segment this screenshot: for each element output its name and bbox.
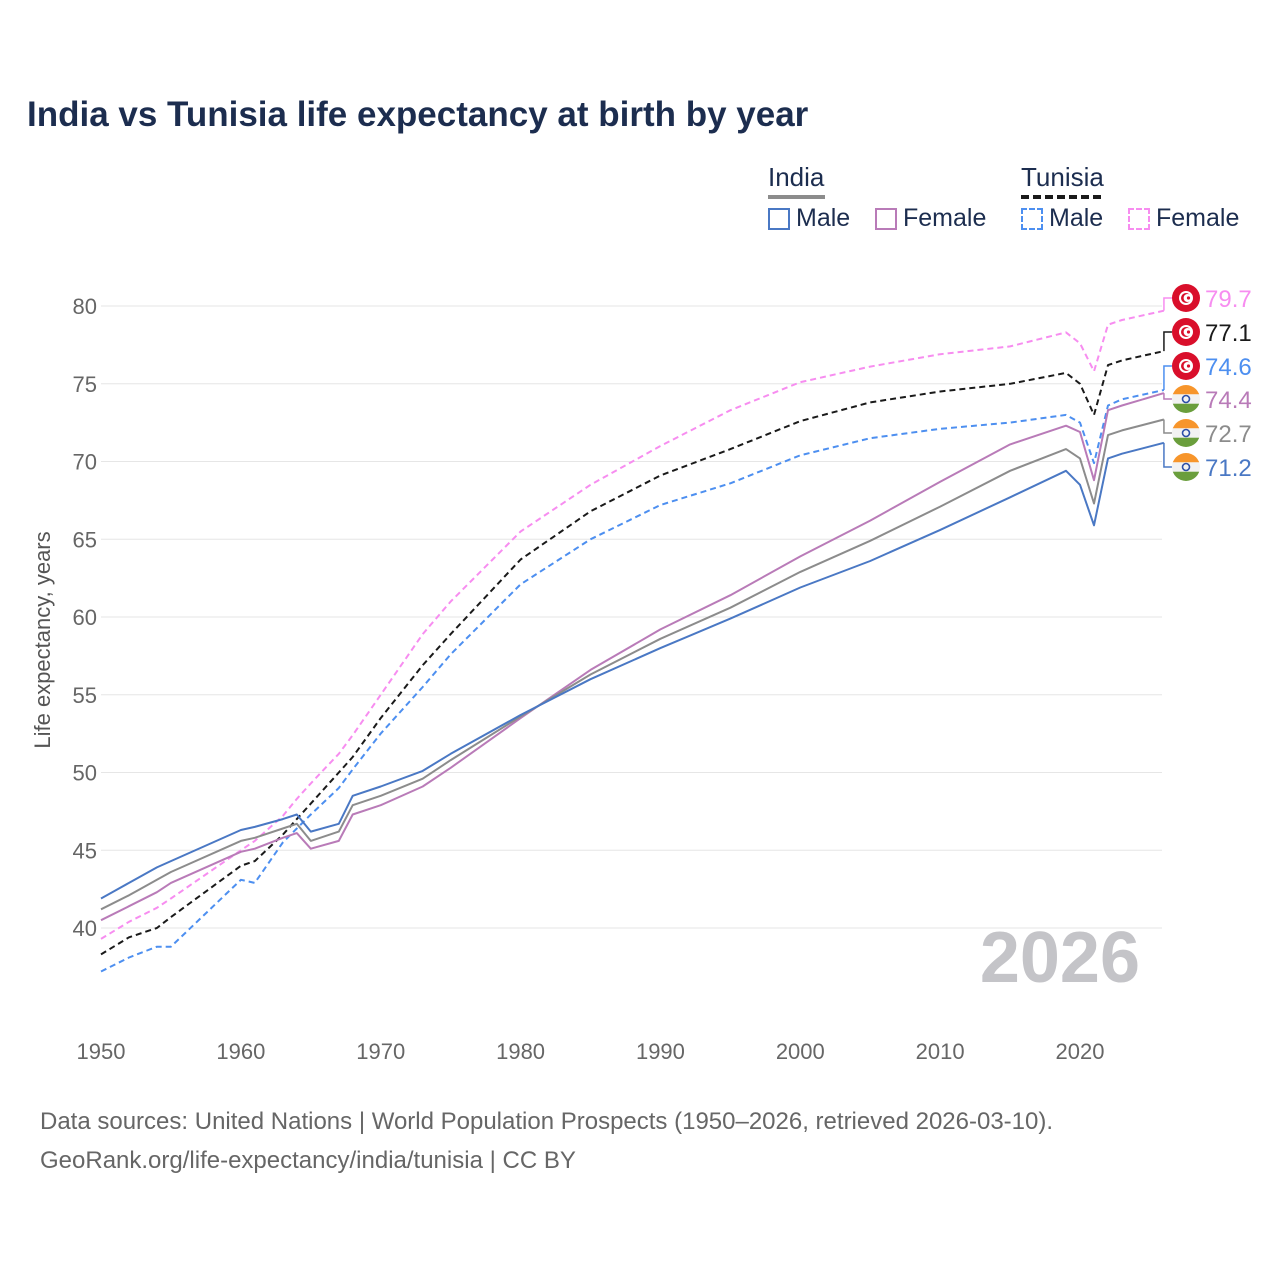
series-line-tunisia-female[interactable] bbox=[100, 309, 1165, 940]
legend-india-label: India bbox=[768, 162, 825, 192]
y-tick-label: 75 bbox=[73, 372, 97, 397]
tunisia-flag-icon bbox=[1172, 352, 1200, 380]
y-tick-label: 40 bbox=[73, 916, 97, 941]
footer-sources: Data sources: United Nations | World Pop… bbox=[40, 1108, 1054, 1135]
end-value-label: 77.1 bbox=[1205, 320, 1252, 347]
end-value-label: 72.7 bbox=[1205, 421, 1252, 448]
x-tick-label: 2020 bbox=[1056, 1039, 1105, 1064]
legend-label: Male bbox=[1049, 204, 1104, 232]
x-tick-label: 1960 bbox=[216, 1039, 265, 1064]
label-connector bbox=[1163, 297, 1172, 311]
x-tick-label: 1950 bbox=[77, 1039, 126, 1064]
end-value-label: 74.4 bbox=[1205, 387, 1252, 414]
y-tick-label: 55 bbox=[73, 683, 97, 708]
label-connector bbox=[1163, 393, 1172, 400]
legend-india-line bbox=[768, 195, 825, 199]
legend-india-male[interactable]: Male bbox=[768, 204, 850, 233]
legend-tunisia-line bbox=[1021, 195, 1101, 199]
y-tick-label: 45 bbox=[73, 838, 97, 863]
legend-tunisia-male[interactable]: Male bbox=[1021, 204, 1103, 233]
legend-label: Female bbox=[1156, 204, 1240, 232]
series-line-tunisia[interactable] bbox=[100, 350, 1165, 956]
y-axis-label: Life expectancy, years bbox=[30, 531, 55, 748]
chart-title: India vs Tunisia life expectancy at birt… bbox=[27, 95, 809, 134]
label-connector bbox=[1163, 442, 1172, 468]
end-value-label: 74.6 bbox=[1205, 354, 1252, 381]
series-line-india-female[interactable] bbox=[100, 392, 1165, 922]
legend-tunisia-female[interactable]: Female bbox=[1128, 204, 1239, 233]
tunisia-flag-icon bbox=[1172, 284, 1200, 312]
footer-link[interactable]: GeoRank.org/life-expectancy/india/tunisi… bbox=[40, 1147, 576, 1174]
india-flag-icon bbox=[1172, 453, 1200, 481]
label-connector bbox=[1163, 365, 1172, 390]
x-tick-label: 2010 bbox=[916, 1039, 965, 1064]
tunisia-flag-icon bbox=[1172, 318, 1200, 346]
legend-swatch bbox=[875, 207, 897, 230]
year-watermark: 2026 bbox=[980, 918, 1140, 998]
legend-swatch bbox=[768, 207, 790, 230]
legend-label: Male bbox=[796, 204, 851, 232]
india-flag-icon bbox=[1172, 385, 1200, 413]
legend-swatch bbox=[1021, 207, 1043, 230]
legend-label: Female bbox=[903, 204, 987, 232]
legend-group-india[interactable]: India bbox=[768, 162, 825, 199]
legend-tunisia-label: Tunisia bbox=[1021, 162, 1104, 192]
series-line-india-male[interactable] bbox=[100, 441, 1165, 900]
india-flag-icon bbox=[1172, 419, 1200, 447]
end-value-label: 79.7 bbox=[1205, 286, 1252, 313]
legend-india-female[interactable]: Female bbox=[875, 204, 986, 233]
series-line-tunisia-male[interactable] bbox=[100, 389, 1165, 973]
y-tick-label: 65 bbox=[73, 527, 97, 552]
x-tick-label: 1980 bbox=[496, 1039, 545, 1064]
legend-group-tunisia[interactable]: Tunisia bbox=[1021, 162, 1104, 199]
x-tick-label: 2000 bbox=[776, 1039, 825, 1064]
label-connector bbox=[1163, 419, 1172, 434]
label-connector bbox=[1163, 331, 1172, 352]
x-tick-label: 1990 bbox=[636, 1039, 685, 1064]
x-tick-label: 1970 bbox=[356, 1039, 405, 1064]
y-tick-label: 60 bbox=[73, 605, 97, 630]
end-value-label: 71.2 bbox=[1205, 455, 1252, 482]
series-line-india[interactable] bbox=[100, 418, 1165, 911]
legend-swatch bbox=[1128, 207, 1150, 230]
y-tick-label: 50 bbox=[73, 761, 97, 786]
y-tick-label: 80 bbox=[73, 294, 97, 319]
y-tick-label: 70 bbox=[73, 450, 97, 475]
